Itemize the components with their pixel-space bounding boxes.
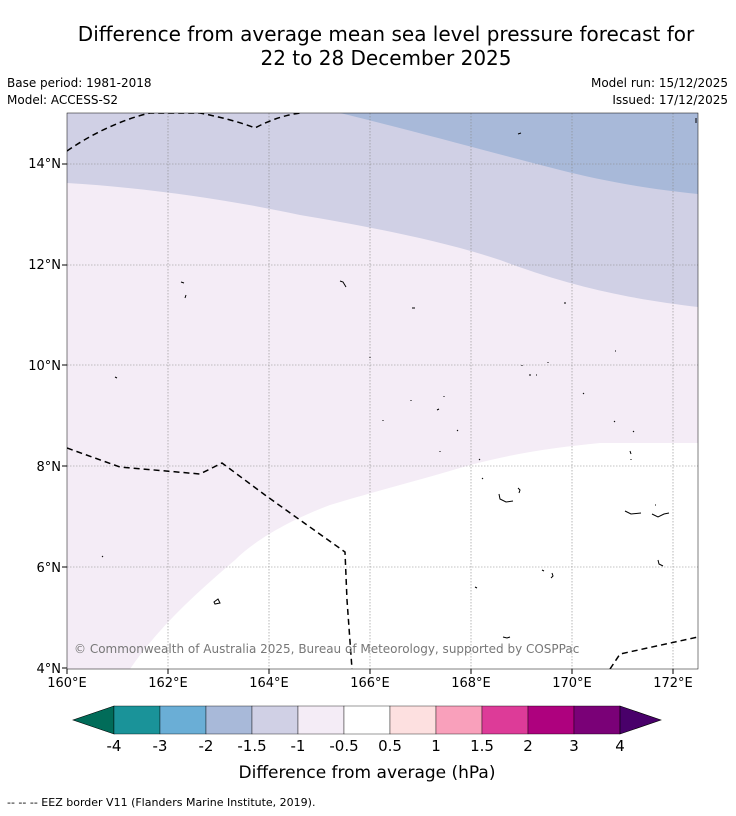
colorbar-tick-label: 1 [431, 737, 441, 755]
meta-right: Model run: 15/12/2025 Issued: 17/12/2025 [591, 75, 728, 109]
colorbar-swatch [159, 705, 207, 735]
colorbar-swatch [297, 705, 345, 735]
colorbar-swatch [389, 705, 437, 735]
lat-label-6n: 6°N [37, 561, 62, 576]
copyright-note: © Commonwealth of Australia 2025, Bureau… [74, 642, 579, 656]
colorbar-tick-label: -0.5 [329, 737, 358, 755]
colorbar-swatch [251, 705, 299, 735]
title-line-2: 22 to 28 December 2025 [260, 46, 512, 70]
lon-label-160e: 160°E [47, 676, 87, 691]
eez-borders [67, 113, 698, 669]
colorbar-swatch [527, 705, 575, 735]
lon-label-162e: 162°E [148, 676, 188, 691]
lat-label-8n: 8°N [37, 460, 62, 475]
title-line-1: Difference from average mean sea level p… [77, 22, 695, 46]
lon-label-166e: 166°E [350, 676, 390, 691]
colorbar-tick-label: 3 [569, 737, 579, 755]
colorbar-label: Difference from average (hPa) [239, 763, 496, 783]
lat-label-12n: 12°N [28, 258, 61, 273]
islands [101, 118, 697, 639]
colorbar-tick-label: -2 [199, 737, 214, 755]
lat-labels: 14°N 12°N 10°N 8°N 6°N 4°N [28, 157, 61, 677]
meta-left: Base period: 1981-2018 Model: ACCESS-S2 [7, 75, 152, 109]
lat-ticks [62, 163, 67, 669]
chart-title: Difference from average mean sea level p… [0, 22, 736, 70]
issued-date: Issued: 17/12/2025 [612, 93, 728, 107]
lon-label-168e: 168°E [451, 676, 491, 691]
colorbar-swatch [343, 705, 391, 735]
colorbar-swatch [435, 705, 483, 735]
eez-footnote: -- -- -- EEZ border V11 (Flanders Marine… [7, 796, 316, 809]
colorbar-tick-label: 2 [523, 737, 533, 755]
model-run: Model run: 15/12/2025 [590, 76, 728, 90]
map-frame [66, 112, 699, 670]
gridlines [67, 113, 698, 669]
lon-label-170e: 170°E [552, 676, 592, 691]
colorbar-swatch [573, 705, 621, 735]
colorbar-swatch [113, 705, 161, 735]
colorbar-tick-label: -1 [291, 737, 306, 755]
lat-label-10n: 10°N [28, 359, 61, 374]
zone-minus-1-5 [340, 113, 698, 194]
colorbar-tick-label: -3 [153, 737, 168, 755]
colorbar-tick-label: 1.5 [470, 737, 494, 755]
lon-label-172e: 172°E [653, 676, 693, 691]
colorbar-extend-low [72, 705, 115, 735]
map-plot-area: © Commonwealth of Australia 2025, Bureau… [67, 113, 698, 669]
lat-label-14n: 14°N [28, 157, 61, 172]
colorbar-tick-label: 4 [615, 737, 625, 755]
colorbar-tick-label: 0.5 [378, 737, 402, 755]
colorbar-swatch [205, 705, 253, 735]
base-period: Base period: 1981-2018 [7, 76, 152, 90]
lat-label-4n: 4°N [37, 662, 62, 677]
lon-label-164e: 164°E [249, 676, 289, 691]
lon-ticks [66, 669, 674, 674]
model-name: Model: ACCESS-S2 [7, 93, 119, 107]
colorbar-tick-label: -1.5 [237, 737, 266, 755]
colorbar-extend-high [619, 705, 662, 735]
colorbar-swatch [481, 705, 529, 735]
colorbar-tick-label: -4 [107, 737, 122, 755]
colorbar [72, 705, 662, 735]
lon-labels: 160°E 162°E 164°E 166°E 168°E 170°E 172°… [47, 676, 693, 691]
colorbar-ticks: -4 -3 -2 -1.5 -1 -0.5 0.5 1 1.5 2 3 4 [107, 737, 625, 755]
